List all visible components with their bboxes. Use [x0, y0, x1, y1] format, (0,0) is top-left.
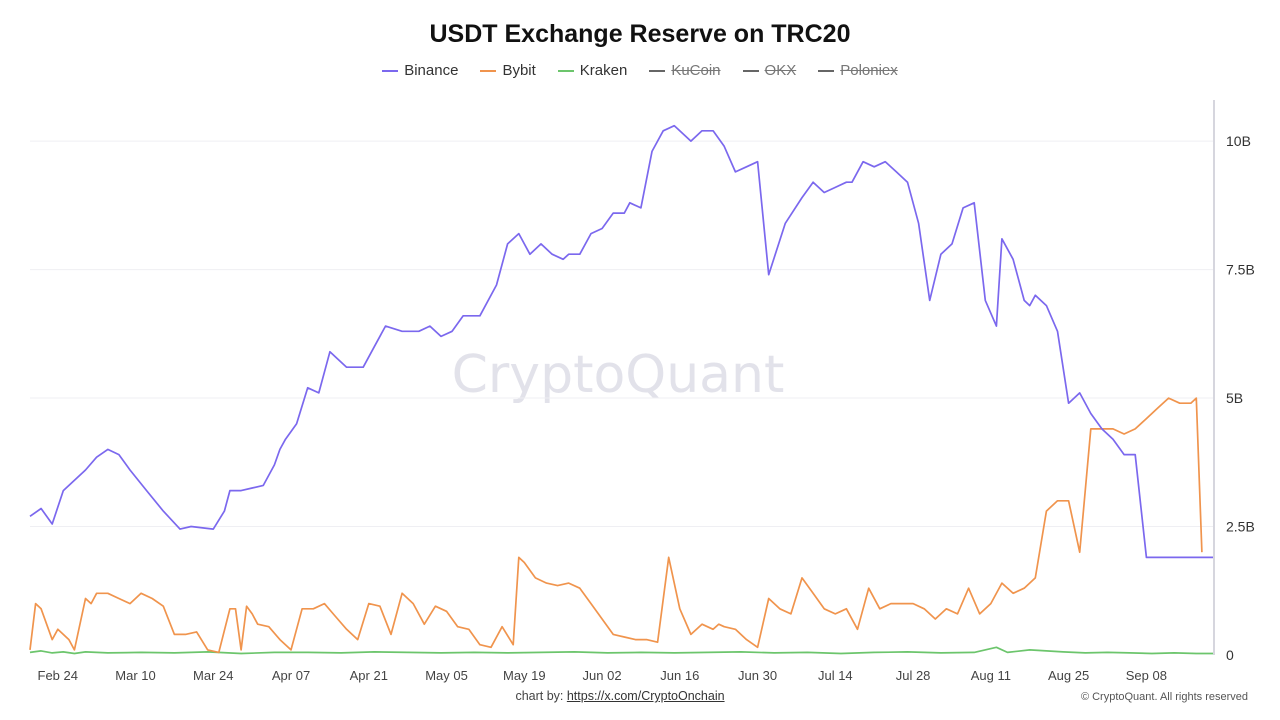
x-tick-label: Jul 28	[896, 668, 931, 683]
legend-label: Kraken	[579, 62, 628, 79]
credit-link[interactable]: https://x.com/CryptoOnchain	[566, 689, 725, 703]
x-tick-label: Aug 11	[971, 668, 1011, 683]
x-tick-label: Mar 24	[193, 668, 233, 683]
x-tick-label: Feb 24	[38, 668, 78, 683]
y-tick-label: 0	[1226, 647, 1234, 663]
x-tick-label: Jun 30	[738, 668, 777, 683]
legend-item-binance[interactable]: Binance	[382, 62, 458, 79]
legend-label: OKX	[764, 62, 797, 79]
footer-credit: chart by: https://x.com/CryptoOnchain	[0, 689, 1240, 703]
x-tick-label: May 05	[425, 668, 468, 683]
watermark: CryptoQuant	[452, 345, 785, 405]
chart-title: USDT Exchange Reserve on TRC20	[429, 20, 851, 48]
series-line-binance	[29, 124, 1213, 559]
x-tick-label: May 19	[503, 668, 546, 683]
legend-swatch	[649, 69, 666, 72]
legend-swatch	[818, 69, 835, 72]
x-tick-label: Jun 16	[660, 668, 699, 683]
x-tick-label: Mar 10	[115, 668, 155, 683]
series-line-kraken	[29, 646, 1213, 655]
legend-item-poloniex[interactable]: Poloniex	[818, 62, 898, 79]
x-tick-label: Jul 14	[818, 668, 853, 683]
legend-label: KuCoin	[671, 62, 721, 79]
legend-swatch	[480, 69, 497, 72]
x-tick-label: Jun 02	[583, 668, 622, 683]
legend-label: Poloniex	[840, 62, 898, 79]
legend-item-bybit[interactable]: Bybit	[480, 62, 536, 79]
series-line-bybit	[29, 397, 1203, 654]
y-tick-label: 7.5B	[1226, 262, 1255, 278]
legend-swatch	[742, 69, 759, 72]
x-tick-label: Apr 07	[272, 668, 310, 683]
legend-item-kraken[interactable]: Kraken	[557, 62, 628, 79]
copyright-text: © CryptoQuant. All rights reserved	[1080, 691, 1248, 703]
x-tick-label: Sep 08	[1126, 668, 1167, 683]
legend: Binance Bybit Kraken KuCoin OKX Poloniex	[0, 62, 1280, 79]
y-tick-label: 2.5B	[1226, 519, 1255, 535]
y-tick-label: 10B	[1226, 133, 1251, 149]
legend-swatch	[382, 69, 399, 72]
x-tick-label: Aug 25	[1048, 668, 1089, 683]
y-tick-label: 5B	[1226, 390, 1243, 406]
legend-label: Bybit	[502, 62, 536, 79]
legend-swatch	[557, 69, 574, 72]
credit-prefix: chart by:	[515, 689, 567, 703]
x-tick-label: Apr 21	[350, 668, 388, 683]
legend-item-kucoin[interactable]: KuCoin	[649, 62, 721, 79]
legend-item-okx[interactable]: OKX	[742, 62, 797, 79]
legend-label: Binance	[404, 62, 459, 79]
